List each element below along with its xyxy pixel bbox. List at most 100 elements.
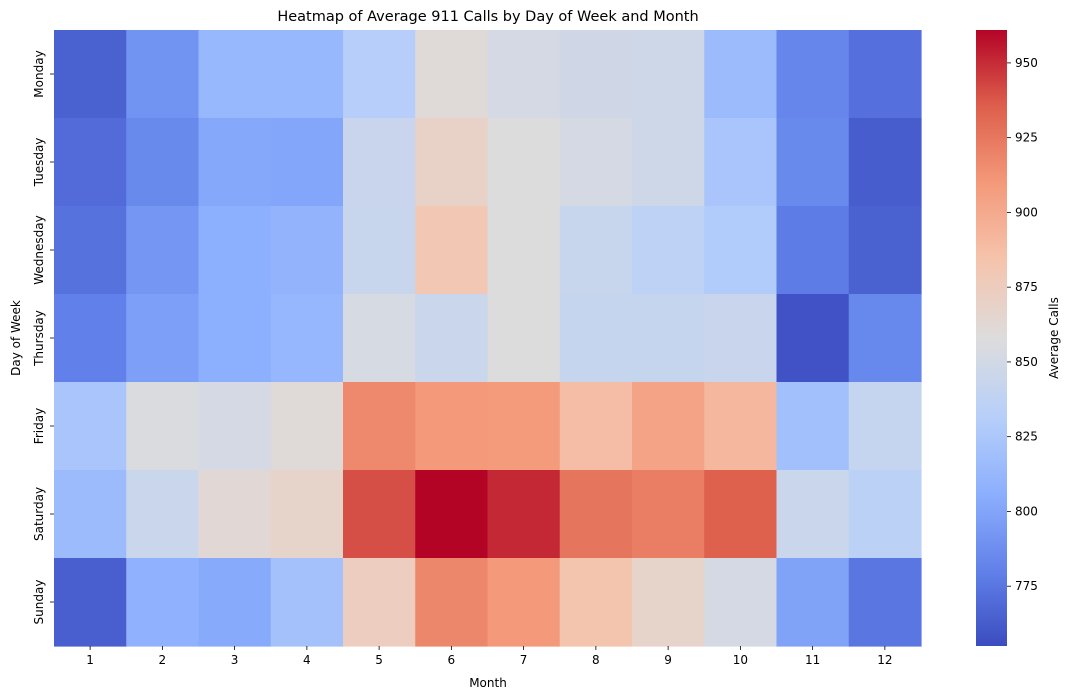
heatmap-cell	[848, 294, 922, 383]
colorbar-label: Average Calls	[1047, 297, 1061, 379]
y-axis-ticks: Monday Tuesday Wednesday Thursday Friday Satu…	[32, 50, 54, 624]
heatmap-cell	[487, 118, 561, 207]
heatmap-cell	[559, 294, 633, 383]
heatmap-cell	[487, 206, 561, 295]
colorbar-tick-label: 950	[1015, 56, 1038, 70]
heatmap-cell	[415, 206, 489, 295]
y-tick-label: Thursday	[32, 310, 46, 367]
x-tick-label: 10	[733, 653, 748, 667]
heatmap-cell	[848, 30, 922, 119]
heatmap-cell	[559, 558, 633, 647]
heatmap-cell	[776, 118, 850, 207]
heatmap-cell	[848, 118, 922, 207]
colorbar-tick-label: 825	[1015, 430, 1038, 444]
heatmap-cell	[415, 30, 489, 119]
heatmap-cell	[126, 30, 200, 119]
chart-title: Heatmap of Average 911 Calls by Day of W…	[277, 9, 698, 25]
heatmap-cell	[126, 558, 200, 647]
heatmap-cells	[54, 30, 922, 647]
colorbar-tick-label: 875	[1015, 280, 1038, 294]
x-tick-label: 4	[303, 653, 311, 667]
heatmap-cell	[487, 294, 561, 383]
heatmap-cell	[632, 206, 705, 295]
heatmap-cell	[126, 470, 200, 559]
heatmap-cell	[198, 118, 272, 207]
x-tick-label: 5	[375, 653, 383, 667]
y-tick-label: Sunday	[32, 580, 46, 625]
heatmap-cell	[704, 118, 778, 207]
heatmap-cell	[559, 382, 633, 471]
x-axis-label: Month	[469, 676, 507, 690]
colorbar: 775 800 825 850 875 900 925 950	[976, 30, 1038, 646]
heatmap-cell	[559, 206, 633, 295]
heatmap-cell	[487, 382, 561, 471]
heatmap-cell	[632, 470, 705, 559]
heatmap-cell	[343, 558, 416, 647]
heatmap-cell	[415, 382, 489, 471]
x-axis-ticks: 1 2 3 4 5 6 7 8 9 10 11 12	[86, 646, 893, 667]
heatmap-cell	[848, 470, 922, 559]
x-tick-label: 2	[159, 653, 167, 667]
x-tick-label: 6	[448, 653, 456, 667]
heatmap-cell	[270, 206, 344, 295]
heatmap-cell	[415, 558, 489, 647]
x-tick-label: 8	[592, 653, 600, 667]
heatmap-cell	[198, 470, 272, 559]
x-tick-label: 11	[805, 653, 820, 667]
heatmap-cell	[704, 382, 778, 471]
heatmap-cell	[559, 118, 633, 207]
heatmap-cell	[198, 294, 272, 383]
y-tick-label: Friday	[32, 408, 46, 444]
heatmap-cell	[343, 206, 416, 295]
heatmap-cell	[126, 294, 200, 383]
heatmap-cell	[270, 118, 344, 207]
x-tick-label: 1	[86, 653, 94, 667]
y-tick-label: Tuesday	[32, 138, 46, 188]
heatmap-cell	[270, 382, 344, 471]
heatmap-cell	[632, 558, 705, 647]
heatmap-cell	[776, 30, 850, 119]
heatmap-cell	[848, 206, 922, 295]
colorbar-tick-label: 775	[1015, 579, 1038, 593]
y-tick-label: Monday	[32, 50, 46, 97]
y-tick-label: Saturday	[32, 487, 46, 541]
heatmap-cell	[632, 382, 705, 471]
heatmap-cell	[198, 206, 272, 295]
heatmap-cell	[487, 470, 561, 559]
heatmap-cell	[848, 558, 922, 647]
heatmap-cell	[776, 470, 850, 559]
heatmap-cell	[632, 294, 705, 383]
heatmap-cell	[343, 294, 416, 383]
heatmap-cell	[704, 30, 778, 119]
x-tick-label: 7	[520, 653, 528, 667]
heatmap-cell	[632, 30, 705, 119]
heatmap-cell	[54, 382, 127, 471]
heatmap-cell	[54, 558, 127, 647]
y-axis-label: Day of Week	[9, 300, 23, 376]
heatmap-cell	[704, 558, 778, 647]
heatmap-cell	[198, 30, 272, 119]
x-tick-label: 12	[877, 653, 892, 667]
colorbar-tick-label: 900	[1015, 205, 1038, 219]
heatmap-cell	[776, 206, 850, 295]
colorbar-tick-label: 850	[1015, 355, 1038, 369]
heatmap-cell	[54, 30, 127, 119]
heatmap-cell	[54, 118, 127, 207]
heatmap-cell	[559, 30, 633, 119]
heatmap-cell	[487, 30, 561, 119]
heatmap-cell	[487, 558, 561, 647]
heatmap-cell	[704, 470, 778, 559]
heatmap-cell	[54, 294, 127, 383]
heatmap-cell	[126, 206, 200, 295]
heatmap-cell	[270, 30, 344, 119]
heatmap-cell	[270, 558, 344, 647]
heatmap-cell	[343, 118, 416, 207]
heatmap-cell	[704, 294, 778, 383]
heatmap-cell	[776, 382, 850, 471]
y-tick-label: Wednesday	[32, 215, 46, 284]
heatmap-cell	[270, 470, 344, 559]
x-tick-label: 9	[664, 653, 672, 667]
heatmap-cell	[559, 470, 633, 559]
colorbar-gradient	[976, 30, 1007, 646]
